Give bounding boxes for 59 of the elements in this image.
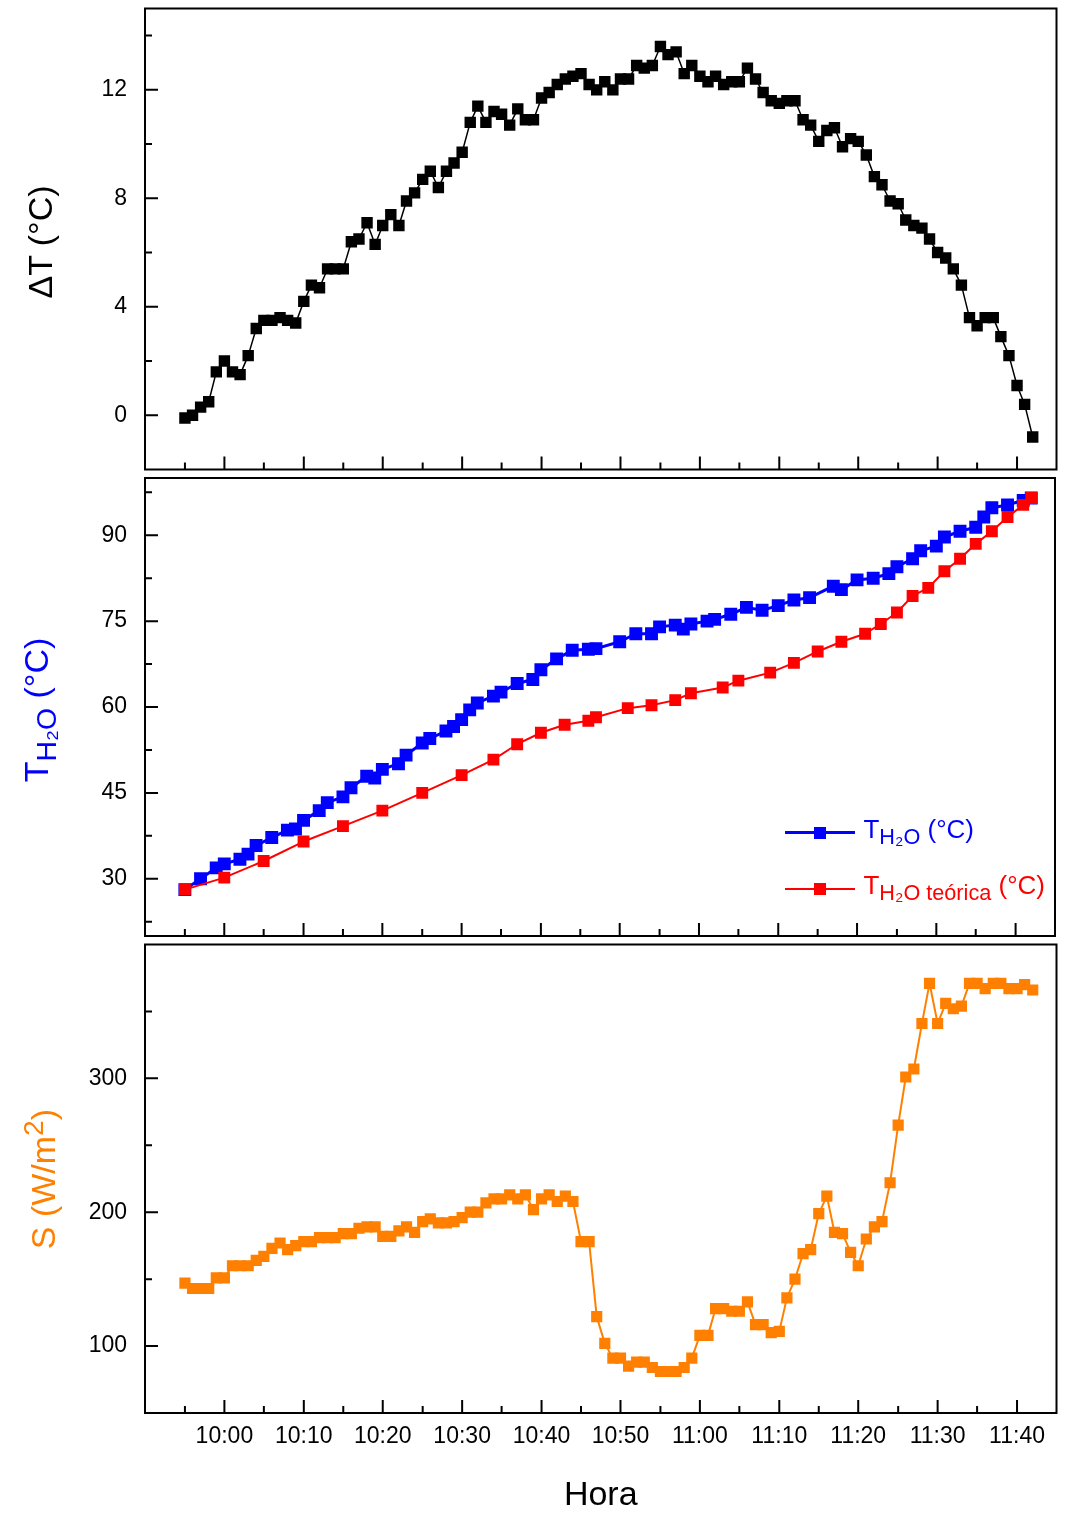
- point: [534, 726, 547, 739]
- point: [969, 537, 982, 550]
- point: [1001, 510, 1014, 523]
- point: [787, 656, 800, 669]
- point: [906, 589, 919, 602]
- y-tick-label: 100: [88, 1331, 127, 1358]
- point: [416, 786, 429, 799]
- y-tick-label: 30: [101, 864, 127, 891]
- y-tick-label: 4: [114, 292, 128, 319]
- y-tick-label: 45: [101, 778, 127, 805]
- point: [732, 674, 745, 687]
- x-tick-label: 10:20: [353, 1422, 412, 1449]
- y-tick-label: 75: [101, 606, 127, 633]
- y-tick-label: 90: [101, 520, 127, 547]
- point: [874, 618, 887, 630]
- x-tick-label: 10:30: [433, 1422, 491, 1449]
- x-tick-label: 11:40: [989, 1422, 1045, 1449]
- point: [954, 552, 967, 565]
- point: [558, 718, 571, 731]
- x-tick-label: 10:40: [512, 1422, 571, 1449]
- point: [938, 565, 951, 578]
- y-tick-label: 60: [101, 692, 127, 719]
- legend-label: T$_{H₂O teórica}$ (°C): [863, 868, 1045, 907]
- x-tick-label: 11:20: [830, 1422, 887, 1449]
- y-tick-label: 0: [114, 400, 127, 427]
- x-tick-label: 10:10: [275, 1422, 333, 1449]
- point: [669, 694, 682, 707]
- point: [297, 835, 310, 848]
- point: [835, 635, 848, 648]
- point: [645, 699, 658, 712]
- point: [764, 666, 777, 679]
- point: [218, 871, 231, 884]
- y-tick-label: 12: [101, 75, 127, 102]
- point: [922, 581, 935, 594]
- x-tick-label: 10:50: [591, 1422, 650, 1449]
- x-tick-label: 10:00: [195, 1422, 254, 1449]
- x-tick-label: 11:30: [909, 1422, 966, 1449]
- point: [621, 702, 634, 715]
- point: [890, 606, 903, 619]
- y-axis-title: ΔT (°C): [20, 185, 60, 299]
- point: [455, 769, 468, 782]
- x-axis-title: Hora: [563, 1473, 638, 1512]
- point: [337, 820, 349, 833]
- legend-label: T$_{H₂O}$ (°C): [863, 812, 974, 851]
- point: [257, 855, 270, 867]
- point: [716, 681, 729, 694]
- y-tick-label: 8: [114, 183, 127, 210]
- point: [487, 753, 500, 766]
- x-tick-label: 11:00: [671, 1422, 728, 1449]
- x-tick-label: 11:10: [751, 1422, 808, 1449]
- point: [511, 738, 524, 751]
- point: [859, 627, 872, 640]
- y-tick-label: 300: [88, 1063, 127, 1090]
- point: [376, 804, 389, 817]
- y-tick-label: 200: [88, 1197, 127, 1224]
- point: [590, 711, 602, 724]
- point: [684, 687, 697, 700]
- point: [811, 645, 824, 658]
- point: [985, 525, 998, 538]
